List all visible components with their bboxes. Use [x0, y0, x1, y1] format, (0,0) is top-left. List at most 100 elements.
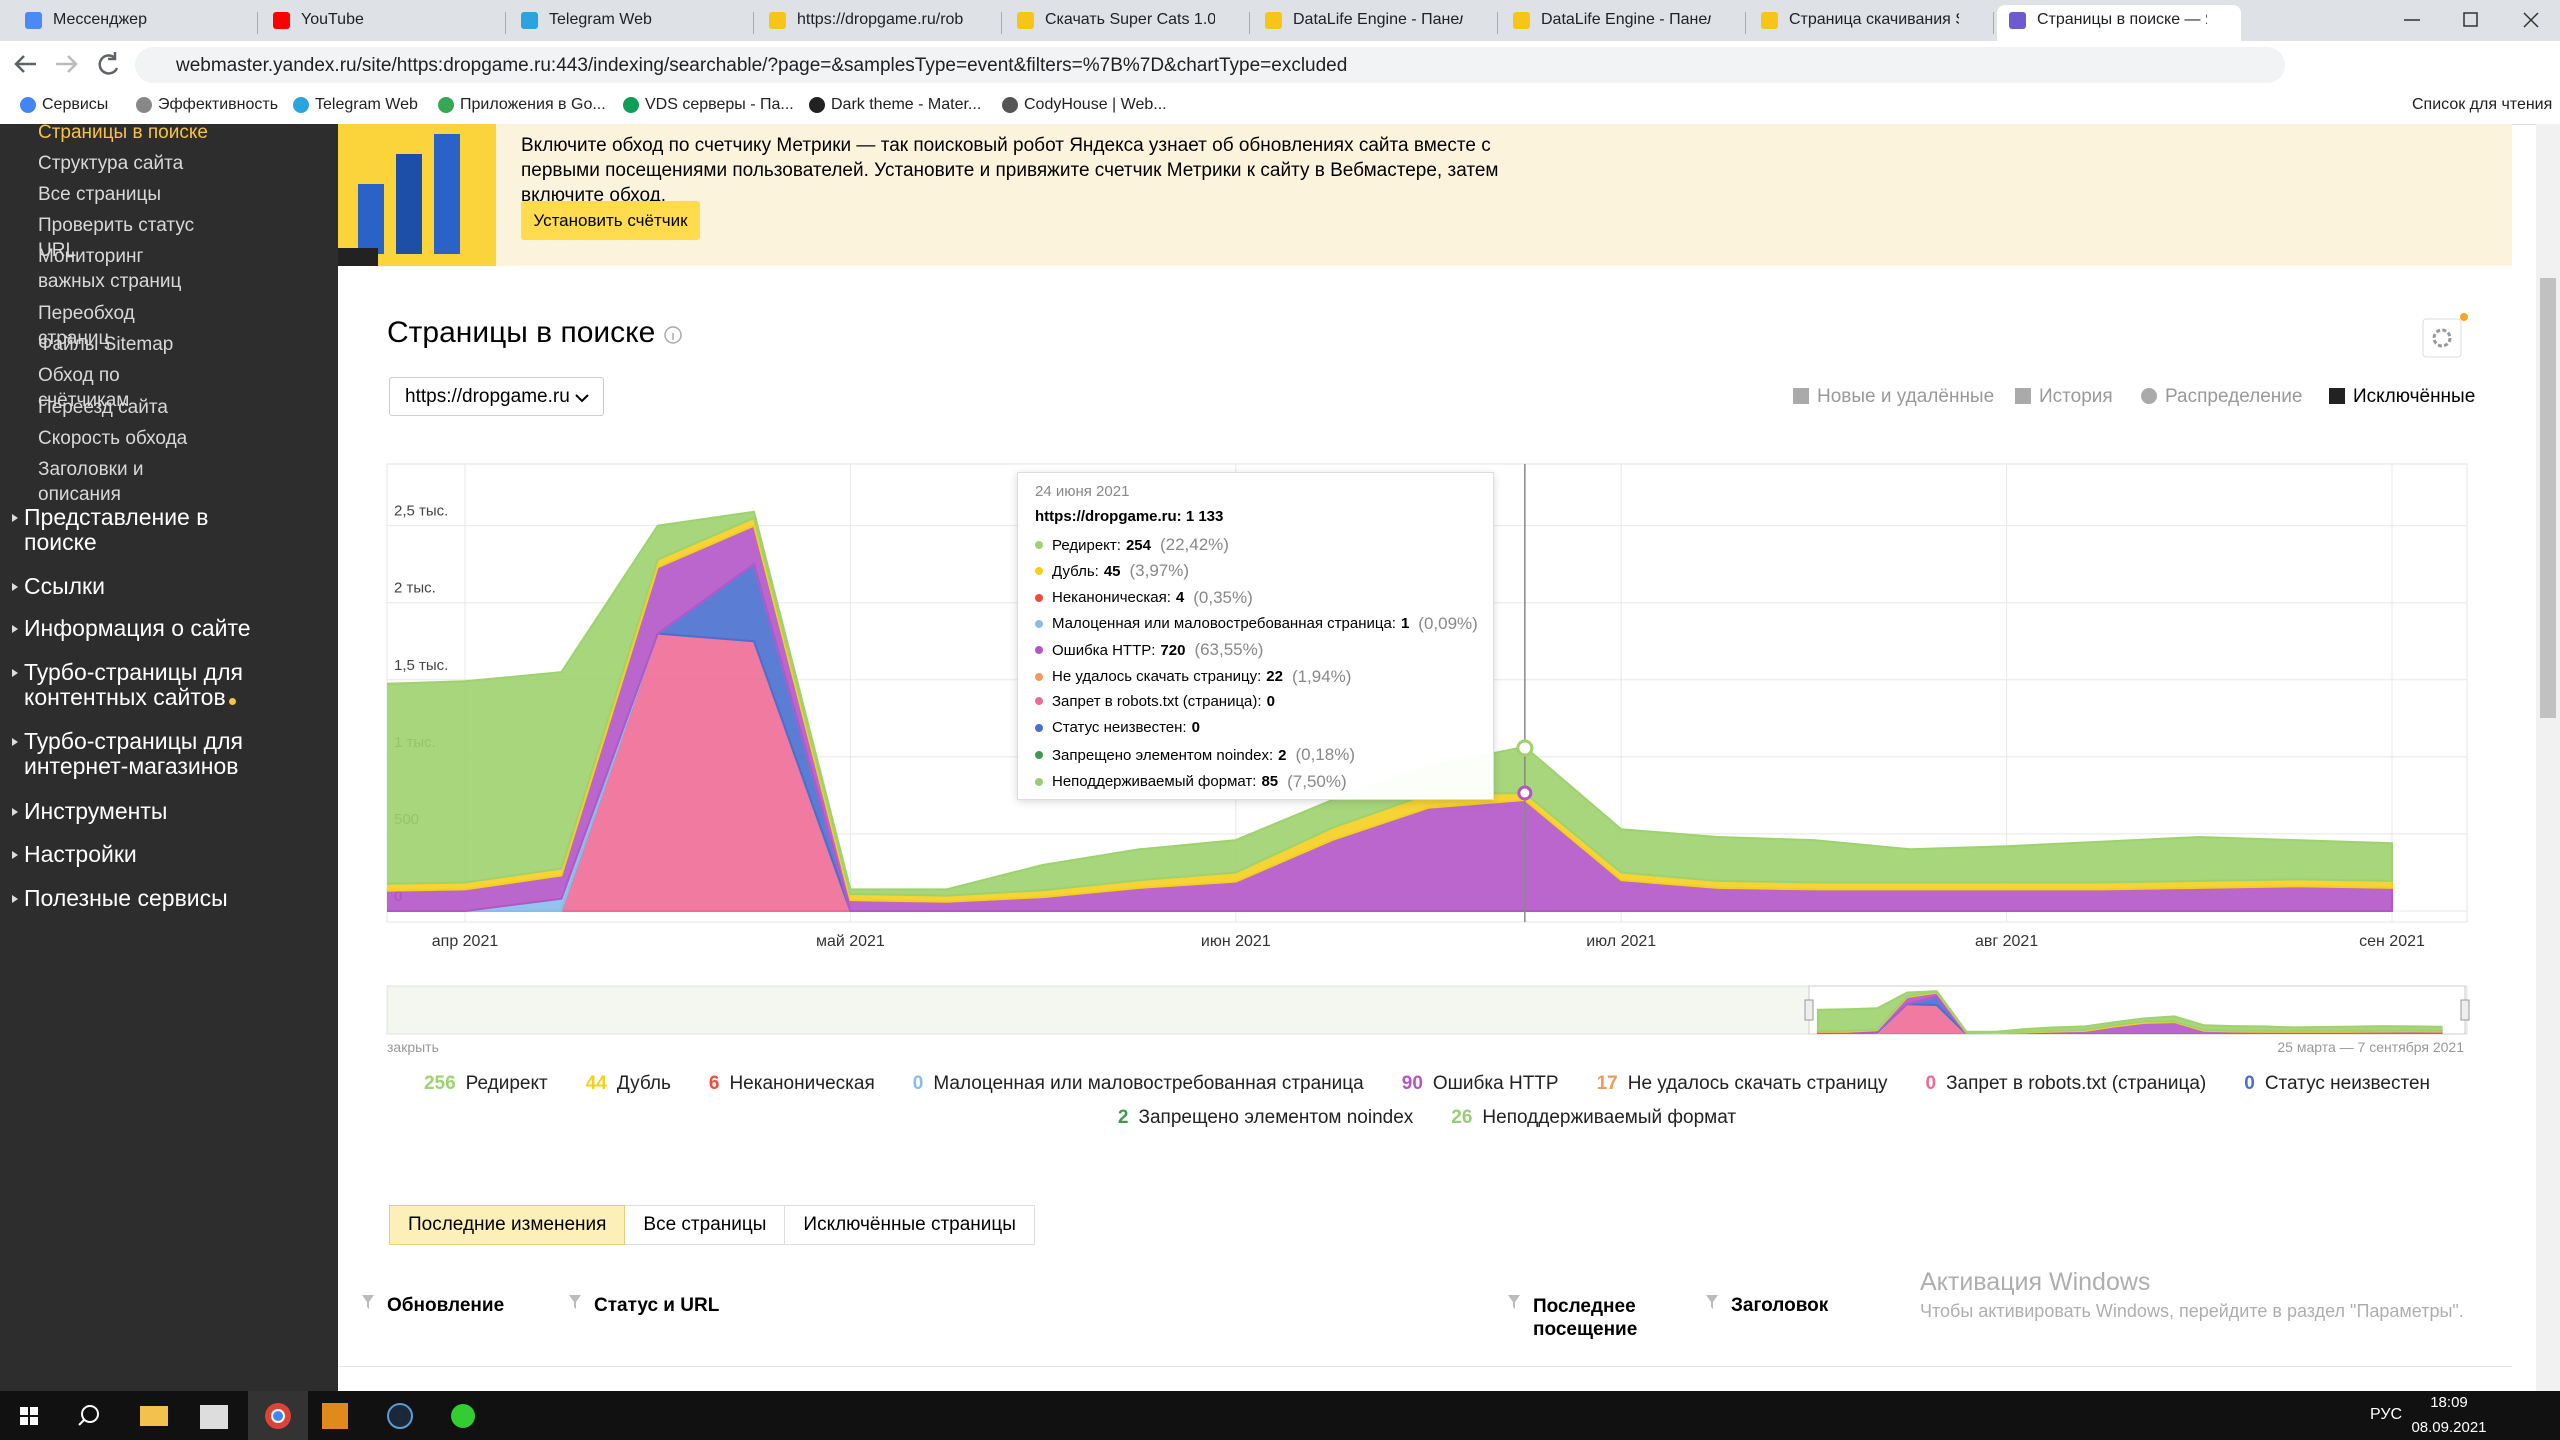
legend-item[interactable]: 2 Запрещено элементом noindex [1118, 1107, 1413, 1129]
tooltip-row: Статус неизвестен: 0 [1035, 719, 1200, 736]
sidebar-item[interactable]: Переезд сайта [38, 397, 168, 418]
tooltip-share: (63,55%) [1194, 640, 1264, 660]
browser-tab[interactable] [261, 12, 506, 34]
taskbar-time[interactable]: 18:09 [2430, 1394, 2468, 1411]
sidebar-section[interactable]: Полезные сервисы [24, 885, 228, 911]
browser-tab[interactable] [1005, 12, 1250, 34]
sidebar-item[interactable]: Все страницы [38, 184, 161, 205]
tooltip-share: (0,35%) [1193, 587, 1253, 607]
tab-title[interactable]: Telegram Web [549, 11, 652, 28]
bookmark[interactable]: Эффективность [158, 96, 279, 113]
taskbar-date[interactable]: 08.09.2021 [2411, 1419, 2487, 1436]
tooltip-share: (0,09%) [1418, 613, 1478, 633]
sidebar-section[interactable]: Инструменты [24, 798, 168, 824]
list-tab[interactable]: Последние изменения [389, 1205, 626, 1245]
sidebar-section[interactable]: Информация о сайте [24, 615, 251, 641]
tooltip-label: Неподдерживаемый формат: [1052, 773, 1257, 791]
tab-title[interactable]: https://dropgame.ru/rob [797, 11, 964, 28]
legend-name: Неканоническая [729, 1073, 875, 1094]
bookmark[interactable]: Приложения в Go... [460, 96, 606, 113]
bookmark-icon [136, 97, 152, 113]
browser-tab[interactable] [509, 12, 754, 34]
tab-title[interactable]: DataLife Engine - Панель [1541, 11, 1711, 28]
browser-tab[interactable] [1749, 12, 1994, 34]
sidebar-item[interactable]: Скорость обхода [38, 428, 188, 449]
legend-item[interactable]: 6 Неканоническая [709, 1073, 875, 1095]
tooltip-value: 22 [1266, 668, 1283, 685]
sidebar-section[interactable]: Турбо-страницы для контентных сайтов [24, 659, 243, 710]
tooltip-row: Запрещено элементом noindex: 2 (0,18%) [1035, 745, 1355, 765]
browser-tab[interactable] [757, 12, 1002, 34]
legend-name: Редирект [465, 1073, 548, 1094]
scrollbar-thumb[interactable] [2540, 278, 2556, 718]
sidebar-item[interactable]: Заголовки и описания [38, 459, 144, 505]
navigator-close[interactable]: закрыть [387, 1039, 439, 1055]
tooltip-dot [1035, 619, 1043, 628]
tab-title[interactable]: YouTube [301, 11, 364, 28]
tooltip-label: Запрещено элементом noindex: [1052, 746, 1274, 764]
tab-title[interactable]: Страницы в поиске — Я [2037, 11, 2207, 28]
url-box[interactable] [135, 47, 2285, 83]
bookmark[interactable]: VDS серверы - Па... [645, 96, 794, 113]
legend-item[interactable]: 90 Ошибка HTTP [1402, 1073, 1559, 1095]
tooltip-value: 45 [1103, 562, 1121, 580]
legend-item[interactable]: 17 Не удалось скачать страницу [1597, 1073, 1888, 1095]
info-icon[interactable] [662, 324, 684, 346]
legend-item[interactable]: 0 Статус неизвестен [2244, 1073, 2430, 1095]
tab-title[interactable]: Страница скачивания Sı [1789, 11, 1959, 28]
settings-button[interactable] [2421, 311, 2471, 361]
legend-item[interactable]: 256 Редирект [424, 1073, 548, 1095]
bookmark[interactable]: Сервисы [42, 96, 109, 113]
browser-tab[interactable] [13, 12, 258, 34]
list-tab[interactable]: Исключённые страницы [785, 1205, 1035, 1245]
tooltip-label: Дубль: [1052, 562, 1099, 580]
chart-view-tab[interactable]: История [2039, 386, 2113, 407]
tab-title[interactable]: DataLife Engine - Панель [1293, 11, 1463, 28]
tab-title[interactable]: Скачать Super Cats 1.0.9 [1045, 11, 1215, 28]
legend-name: Дубль [616, 1073, 671, 1094]
legend-name: Запрещено элементом noindex [1138, 1107, 1414, 1128]
sidebar-item[interactable]: Проверить статус URL [38, 215, 195, 261]
chart-view-tab[interactable]: Исключённые [2353, 386, 2476, 407]
browser-tab[interactable] [1997, 5, 2241, 41]
browser-tab[interactable] [1501, 12, 1746, 34]
sidebar-section[interactable]: Ссылки [24, 573, 105, 599]
sidebar-item[interactable]: Обход по счётчикам [38, 365, 130, 411]
install-button[interactable]: Установить счётчик [521, 201, 700, 240]
sidebar-item[interactable]: Страницы в поиске [38, 122, 208, 143]
legend-item[interactable]: 26 Неподдерживаемый формат [1451, 1107, 1736, 1129]
reading-list[interactable]: Список для чтения [2412, 96, 2553, 113]
chart-view-tab[interactable]: Распределение [2165, 386, 2303, 407]
sidebar-section[interactable]: Представление в поиске [24, 504, 209, 555]
sidebar-section-arrow [12, 738, 18, 746]
bookmark[interactable]: Telegram Web [315, 96, 418, 113]
tooltip-label: Запрет в robots.txt (страница): [1052, 692, 1262, 710]
sidebar-item[interactable]: Переобход страниц [38, 303, 135, 349]
sidebar-section-arrow [12, 625, 18, 633]
site-select[interactable] [389, 377, 604, 416]
sidebar-section[interactable]: Настройки [24, 841, 137, 867]
sidebar-section[interactable]: Турбо-страницы для интернет-магазинов [24, 728, 243, 779]
tab-title[interactable]: Мессенджер [53, 11, 147, 28]
bookmark[interactable]: CodyHouse | Web... [1024, 96, 1167, 113]
table-header-1: Обновление [387, 1295, 505, 1316]
sidebar-item[interactable]: Файлы Sitemap [38, 334, 174, 355]
tab-favicon [1761, 12, 1778, 29]
legend-item[interactable]: 44 Дубль [586, 1073, 671, 1095]
sidebar-item[interactable]: Мониторинг важных страниц [38, 246, 182, 292]
sidebar-item[interactable]: Структура сайта [38, 153, 184, 174]
bookmark[interactable]: Dark theme - Mater... [831, 96, 982, 113]
tooltip-value: 85 [1261, 773, 1279, 791]
chart-view-tab[interactable]: Новые и удалённые [1817, 386, 1995, 407]
url[interactable]: webmaster.yandex.ru/site/https:dropgame.… [176, 55, 1348, 76]
tooltip-label: Статус неизвестен: [1052, 719, 1187, 737]
tooltip-value: 0 [1266, 692, 1275, 710]
taskbar-lang[interactable]: РУС [2370, 1406, 2403, 1423]
browser-tab[interactable] [1253, 12, 1498, 34]
site-select-text[interactable]: https://dropgame.ru [405, 386, 570, 407]
list-tab[interactable]: Все страницы [625, 1205, 786, 1245]
legend-item[interactable]: 0 Малоценная или маловостребованная стран… [913, 1073, 1364, 1095]
table-rule [338, 1366, 2512, 1367]
taskbar [0, 1391, 2560, 1440]
legend-item[interactable]: 0 Запрет в robots.txt (страница) [1926, 1073, 2207, 1095]
